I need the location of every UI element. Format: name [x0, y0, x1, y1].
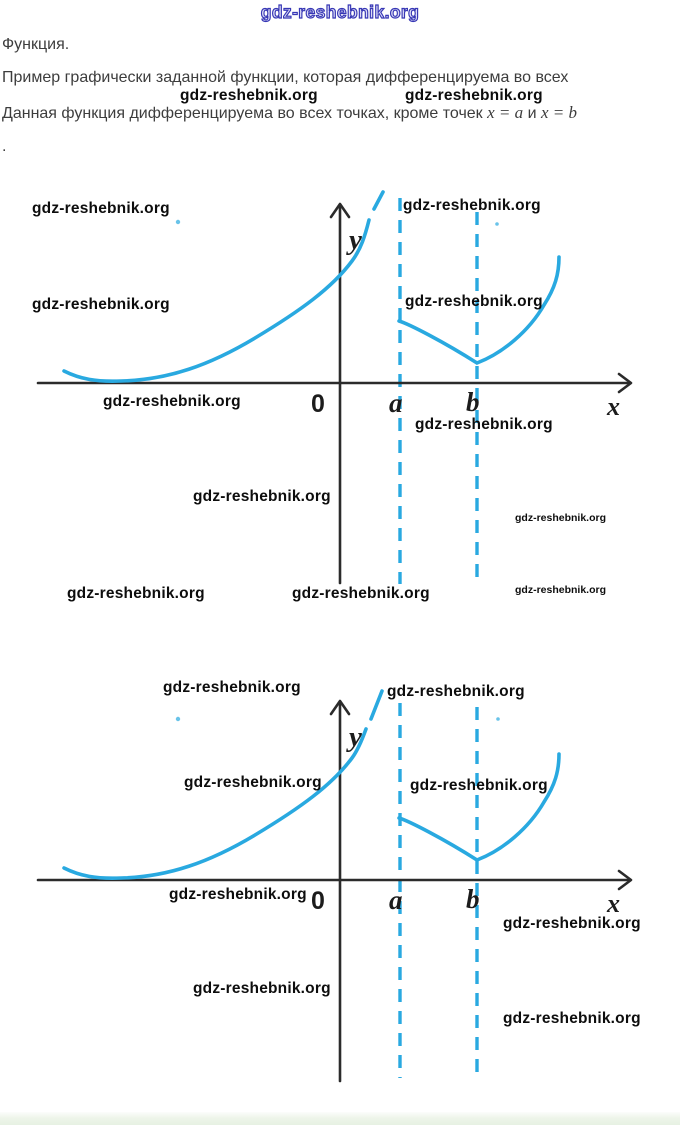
curve-right-branch: [397, 752, 561, 863]
watermark: gdz-reshebnik.org: [103, 393, 241, 410]
speckle-dot: [496, 717, 500, 721]
watermark: gdz-reshebnik.org: [32, 296, 170, 313]
paragraph-description: Данная функция дифференцируема во всех т…: [2, 103, 680, 123]
description-text: Данная функция дифференцируема во всех т…: [2, 105, 488, 122]
x-axis-arrowhead: [617, 372, 633, 394]
watermark: gdz-reshebnik.org: [180, 87, 318, 104]
label-b: b: [466, 387, 480, 417]
watermark: gdz-reshebnik.org: [503, 1010, 641, 1027]
site-watermark-banner: gdz-reshebnik.org: [260, 1, 420, 22]
curve-break-dash: [369, 689, 384, 721]
watermark: gdz-reshebnik.org: [292, 585, 430, 602]
watermark: gdz-reshebnik.org: [410, 777, 548, 794]
math-expression-a: x = a: [487, 103, 524, 122]
label-y: y: [346, 721, 362, 753]
graph-1: y x 0 a b: [36, 190, 633, 585]
label-origin: 0: [311, 887, 325, 915]
x-axis-arrowhead: [617, 869, 633, 891]
label-a: a: [389, 388, 403, 418]
watermark: gdz-reshebnik.org: [515, 584, 607, 596]
paragraph-example: Пример графически заданной функции, кото…: [2, 69, 569, 86]
section-title: Функция.: [2, 36, 70, 53]
y-axis-arrowhead: [329, 202, 351, 219]
trailing-period: .: [2, 138, 7, 155]
watermark: gdz-reshebnik.org: [193, 980, 331, 997]
watermark: gdz-reshebnik.org: [515, 512, 607, 524]
y-axis-arrowhead: [329, 699, 351, 716]
label-b: b: [466, 884, 480, 914]
watermark: gdz-reshebnik.org: [184, 774, 322, 791]
watermark: gdz-reshebnik.org: [169, 886, 307, 903]
curve-left-branch: [62, 727, 368, 880]
label-a: a: [389, 885, 403, 915]
math-expression-b: x = b: [540, 103, 578, 122]
label-origin: 0: [311, 390, 325, 418]
graph-2: y x 0 a b: [36, 689, 633, 1083]
label-x: x: [606, 392, 620, 421]
watermark: gdz-reshebnik.org: [32, 200, 170, 217]
watermark: gdz-reshebnik.org: [193, 488, 331, 505]
watermark: gdz-reshebnik.org: [387, 683, 525, 700]
speckle-dot: [175, 716, 181, 722]
watermark: gdz-reshebnik.org: [403, 197, 541, 214]
speckle-dot: [175, 219, 181, 225]
speckle-dot: [495, 222, 499, 226]
label-y: y: [346, 224, 362, 256]
watermark: gdz-reshebnik.org: [405, 293, 543, 310]
curve-right-branch: [397, 255, 561, 366]
label-x: x: [606, 889, 620, 918]
footer-band: [0, 1112, 680, 1125]
curve-left-branch: [62, 218, 371, 383]
watermark: gdz-reshebnik.org: [415, 416, 553, 433]
watermark: gdz-reshebnik.org: [405, 87, 543, 104]
watermark: gdz-reshebnik.org: [67, 585, 205, 602]
conjunction-text: и: [523, 105, 541, 122]
watermark: gdz-reshebnik.org: [163, 679, 301, 696]
curve-break-dash: [372, 190, 385, 211]
watermark: gdz-reshebnik.org: [503, 915, 641, 932]
